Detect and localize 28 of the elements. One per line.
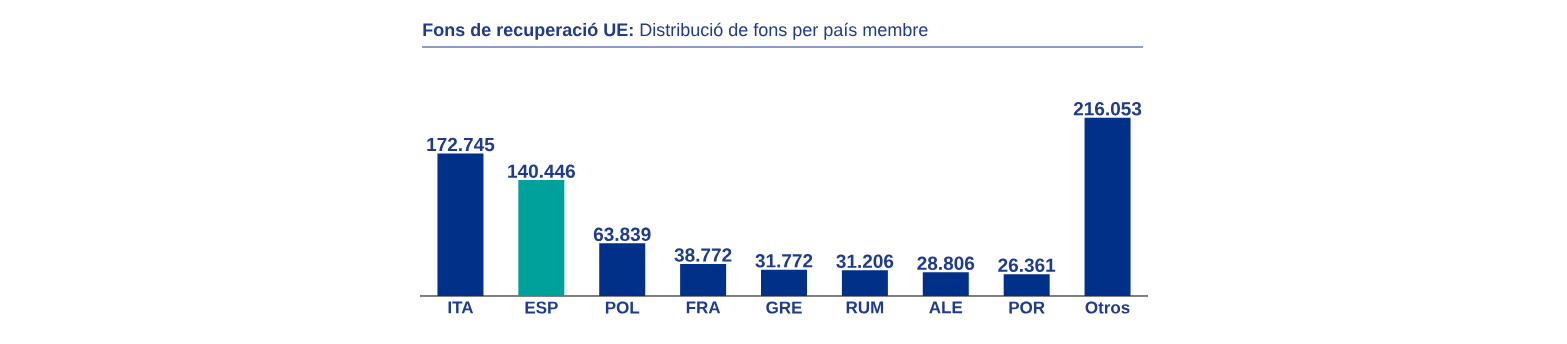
x-tick-label: POL [605,301,640,314]
x-tick-label: RUM [846,301,884,314]
data-label: 31.206 [836,254,894,269]
data-label: 38.772 [674,248,732,262]
x-tick-label: ESP [525,301,558,314]
bar [518,180,565,296]
bar [437,153,484,296]
data-label: 140.446 [508,164,575,178]
x-tick-label: ITA [448,301,474,314]
bar [761,269,807,296]
bar [1084,117,1131,296]
x-tick-label: GRE [766,301,802,314]
data-label: 216.053 [1073,102,1142,116]
data-label: 63.839 [593,227,651,242]
bar [1003,274,1050,296]
chart-title: Fons de recuperació UE: Distribució de fons per país membre [423,22,928,40]
x-tick-label: ALE [929,301,963,314]
bar [680,263,727,296]
data-label: 31.772 [755,254,813,268]
bar [841,270,888,296]
x-tick-label: POR [1009,301,1045,314]
bar [599,243,646,296]
x-tick-label: Otros [1085,301,1130,314]
bar [922,272,969,296]
x-tick-label: FRA [686,301,721,314]
data-label: 28.806 [917,256,975,271]
data-label: 26.361 [998,258,1056,273]
data-label: 172.745 [427,137,495,152]
